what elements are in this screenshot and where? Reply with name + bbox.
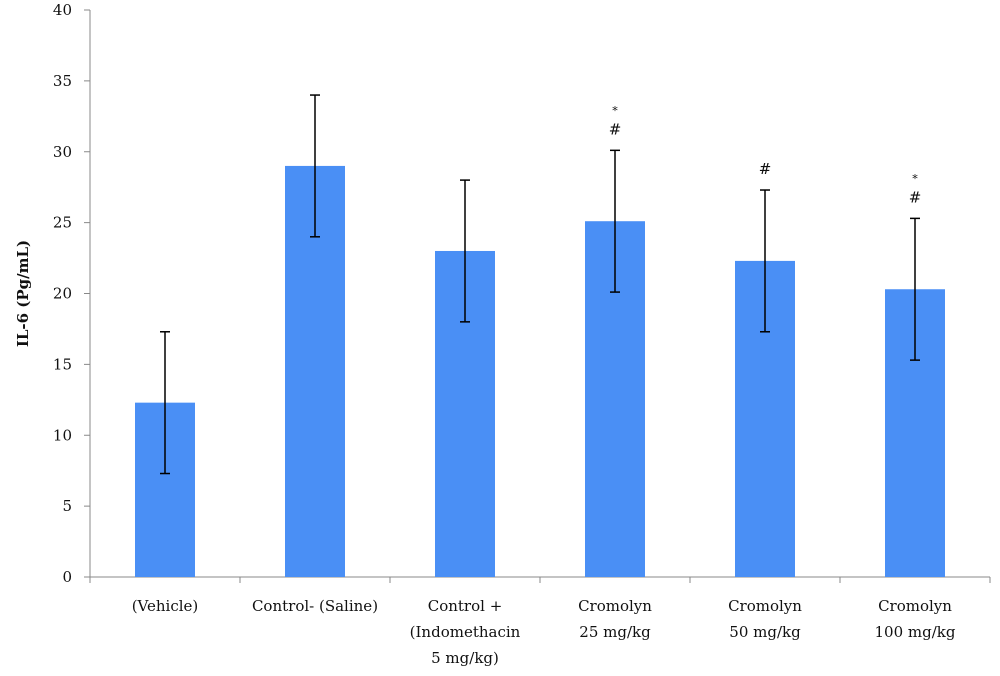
y-tick-label: 25 xyxy=(53,214,72,232)
y-tick-label: 5 xyxy=(62,497,72,515)
x-category-label: Cromolyn xyxy=(878,597,952,615)
y-tick-label: 30 xyxy=(53,143,72,161)
annotation-hash: # xyxy=(909,188,922,206)
y-tick-label: 20 xyxy=(53,285,72,303)
y-axis-title: IL-6 (Pg/mL) xyxy=(14,240,32,347)
x-category-label: (Indomethacin xyxy=(410,623,521,641)
x-category-label: Cromolyn xyxy=(728,597,802,615)
x-category-label: Cromolyn xyxy=(578,597,652,615)
x-category-label: Control- (Saline) xyxy=(252,597,378,615)
x-category-label: 100 mg/kg xyxy=(875,623,956,641)
annotation-star: * xyxy=(912,172,918,185)
y-tick-label: 0 xyxy=(62,568,72,586)
x-category-label: 5 mg/kg) xyxy=(431,649,499,667)
y-tick-label: 10 xyxy=(53,426,72,444)
annotation-hash: # xyxy=(759,160,772,178)
x-category-label: (Vehicle) xyxy=(132,597,199,615)
y-tick-label: 15 xyxy=(53,355,72,373)
x-category-label: 50 mg/kg xyxy=(729,623,801,641)
x-category-label: 25 mg/kg xyxy=(579,623,651,641)
x-category-label: Control + xyxy=(428,597,503,615)
annotation-star: * xyxy=(612,104,618,117)
y-tick-label: 35 xyxy=(53,72,72,90)
y-tick-label: 40 xyxy=(53,1,72,19)
annotation-hash: # xyxy=(609,120,622,138)
